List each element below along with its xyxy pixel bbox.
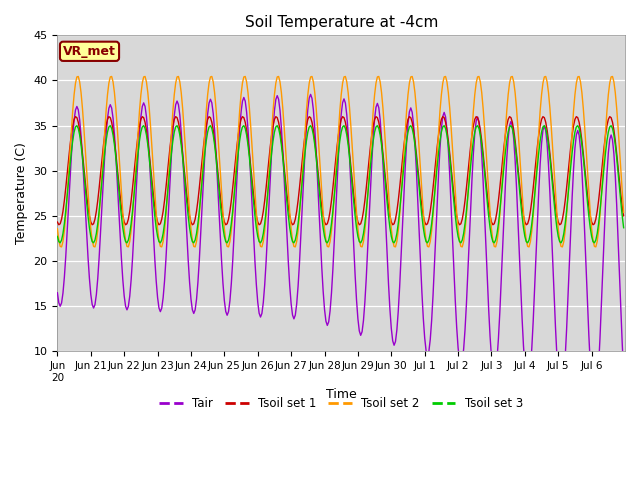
- X-axis label: Time: Time: [326, 388, 356, 401]
- Text: VR_met: VR_met: [63, 45, 116, 58]
- Y-axis label: Temperature (C): Temperature (C): [15, 143, 28, 244]
- Legend: Tair, Tsoil set 1, Tsoil set 2, Tsoil set 3: Tair, Tsoil set 1, Tsoil set 2, Tsoil se…: [155, 392, 528, 415]
- Title: Soil Temperature at -4cm: Soil Temperature at -4cm: [244, 15, 438, 30]
